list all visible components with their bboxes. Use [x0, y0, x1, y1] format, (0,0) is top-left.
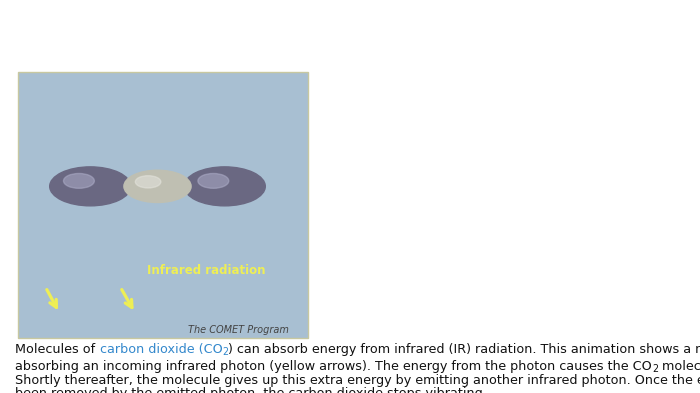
Text: carbon dioxide (CO: carbon dioxide (CO	[99, 343, 223, 356]
Text: Molecules of: Molecules of	[15, 343, 99, 356]
Circle shape	[198, 173, 229, 188]
Text: 2: 2	[652, 364, 658, 375]
Circle shape	[135, 176, 161, 188]
Text: absorbing an incoming infrared photon (yellow arrows). The energy from the photo: absorbing an incoming infrared photon (y…	[15, 360, 652, 373]
Bar	[18, 72, 308, 338]
Text: molecule to vibrate.: molecule to vibrate.	[658, 360, 700, 373]
Text: Carbon Dioxide Absorbs and Re-emits Infrared Radiation: Carbon Dioxide Absorbs and Re-emits Infr…	[9, 19, 700, 43]
Circle shape	[64, 173, 94, 188]
Text: been removed by the emitted photon, the carbon dioxide stops vibrating.: been removed by the emitted photon, the …	[15, 387, 487, 393]
Text: ) can absorb energy from infrared (IR) radiation. This animation shows a molecul: ) can absorb energy from infrared (IR) r…	[228, 343, 700, 356]
Circle shape	[50, 167, 131, 206]
Text: Infrared radiation: Infrared radiation	[147, 264, 266, 277]
Circle shape	[184, 167, 265, 206]
Text: Shortly thereafter, the molecule gives up this extra energy by emitting another : Shortly thereafter, the molecule gives u…	[15, 374, 700, 387]
Text: The COMET Program: The COMET Program	[188, 325, 288, 335]
Text: 2: 2	[223, 347, 228, 357]
Circle shape	[124, 170, 191, 202]
